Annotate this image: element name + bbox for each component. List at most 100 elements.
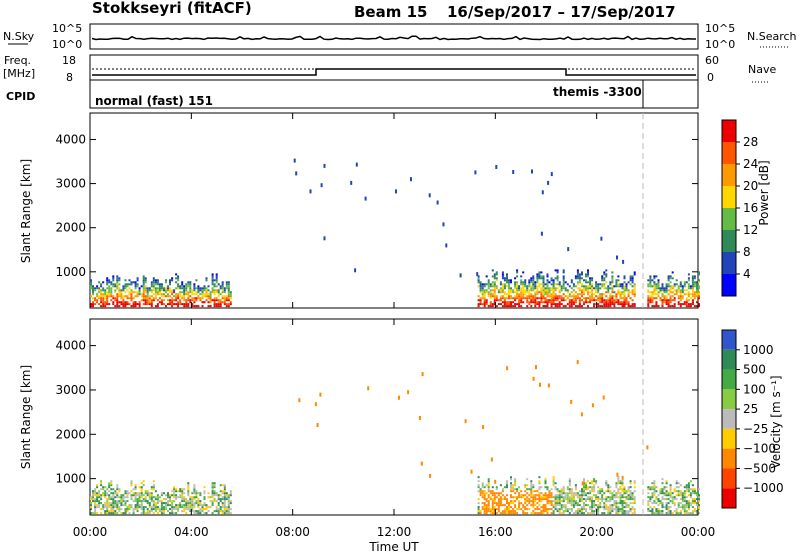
data-cell: [464, 419, 467, 424]
data-cell: [108, 506, 111, 509]
data-cell: [503, 283, 506, 286]
data-cell: [175, 277, 178, 280]
data-cell: [693, 490, 696, 493]
data-cell: [583, 486, 585, 489]
data-cell: [631, 498, 634, 501]
data-cell: [191, 293, 194, 296]
data-cell: [225, 512, 228, 515]
data-cell: [629, 490, 632, 493]
data-cell: [506, 301, 508, 304]
data-cell: [148, 504, 151, 507]
data-cell: [512, 512, 515, 515]
data-cell: [508, 508, 510, 511]
colorbar-swatch: [722, 369, 736, 390]
data-cell: [493, 295, 496, 298]
data-cell: [693, 295, 696, 298]
data-cell: [213, 305, 216, 308]
data-cell: [677, 512, 680, 515]
data-cell: [491, 504, 494, 507]
data-cell: [631, 299, 634, 302]
data-cell: [493, 303, 496, 306]
data-cell: [197, 500, 200, 503]
data-cell: [179, 506, 182, 509]
data-cell: [603, 271, 606, 274]
data-cell: [698, 297, 700, 300]
data-cell: [679, 512, 682, 515]
data-cell: [556, 295, 559, 298]
data-cell: [217, 512, 220, 515]
data-cell: [613, 299, 616, 302]
data-cell: [191, 289, 194, 292]
data-cell: [221, 502, 224, 505]
data-cell: [487, 480, 490, 483]
data-cell: [623, 506, 626, 509]
x-tick-label: 12:00: [377, 525, 412, 539]
data-cell: [613, 305, 616, 308]
data-cell: [225, 281, 228, 284]
data-cell: [154, 502, 157, 505]
data-cell: [501, 494, 504, 497]
data-cell: [655, 285, 658, 288]
data-cell: [661, 506, 664, 509]
data-cell: [215, 303, 218, 306]
data-cell: [657, 508, 660, 511]
data-cell: [615, 297, 618, 300]
data-cell: [566, 500, 569, 503]
data-cell: [158, 510, 161, 513]
data-cell: [689, 305, 692, 308]
data-cell: [585, 273, 587, 276]
data-cell: [132, 297, 135, 300]
data-cell: [116, 494, 119, 497]
data-cell: [611, 285, 614, 288]
data-cell: [673, 498, 676, 501]
data-cell: [112, 512, 115, 515]
data-cell: [171, 301, 174, 304]
data-cell: [625, 502, 628, 505]
data-cell: [554, 293, 557, 296]
data-cell: [609, 508, 612, 511]
data-cell: [617, 285, 620, 288]
data-cell: [179, 502, 182, 505]
data-cell: [140, 512, 143, 515]
data-cell: [493, 496, 496, 499]
data-cell: [144, 490, 147, 493]
data-cell: [104, 301, 107, 304]
data-cell: [625, 299, 628, 302]
data-cell: [534, 303, 537, 306]
data-cell: [477, 303, 480, 306]
data-cell: [501, 510, 504, 513]
data-cell: [418, 416, 421, 420]
data-cell: [528, 498, 531, 501]
data-cell: [487, 508, 490, 511]
data-cell: [116, 281, 119, 284]
data-cell: [108, 496, 111, 499]
data-cell: [647, 303, 650, 306]
data-cell: [508, 305, 510, 308]
colorbar-tick-label: 500: [743, 363, 766, 377]
data-cell: [512, 297, 515, 300]
data-cell: [570, 301, 573, 304]
data-cell: [114, 502, 117, 505]
data-cell: [173, 291, 176, 294]
data-cell: [615, 279, 618, 282]
data-cell: [142, 283, 145, 286]
data-cell: [491, 492, 494, 495]
data-cell: [150, 283, 153, 286]
data-cell: [576, 492, 579, 495]
data-cell: [518, 496, 521, 499]
data-cell: [653, 488, 656, 491]
data-cell: [619, 285, 622, 288]
data-cell: [167, 502, 169, 505]
data-cell: [175, 281, 178, 284]
data-cell: [211, 486, 214, 489]
data-cell: [667, 512, 670, 515]
data-cell: [124, 510, 127, 513]
data-cell: [102, 301, 105, 304]
data-cell: [681, 291, 684, 294]
data-cell: [528, 508, 531, 511]
data-cell: [223, 490, 226, 493]
data-cell: [572, 512, 575, 515]
data-cell: [144, 512, 147, 515]
data-cell: [556, 494, 559, 497]
data-cell: [550, 283, 553, 286]
